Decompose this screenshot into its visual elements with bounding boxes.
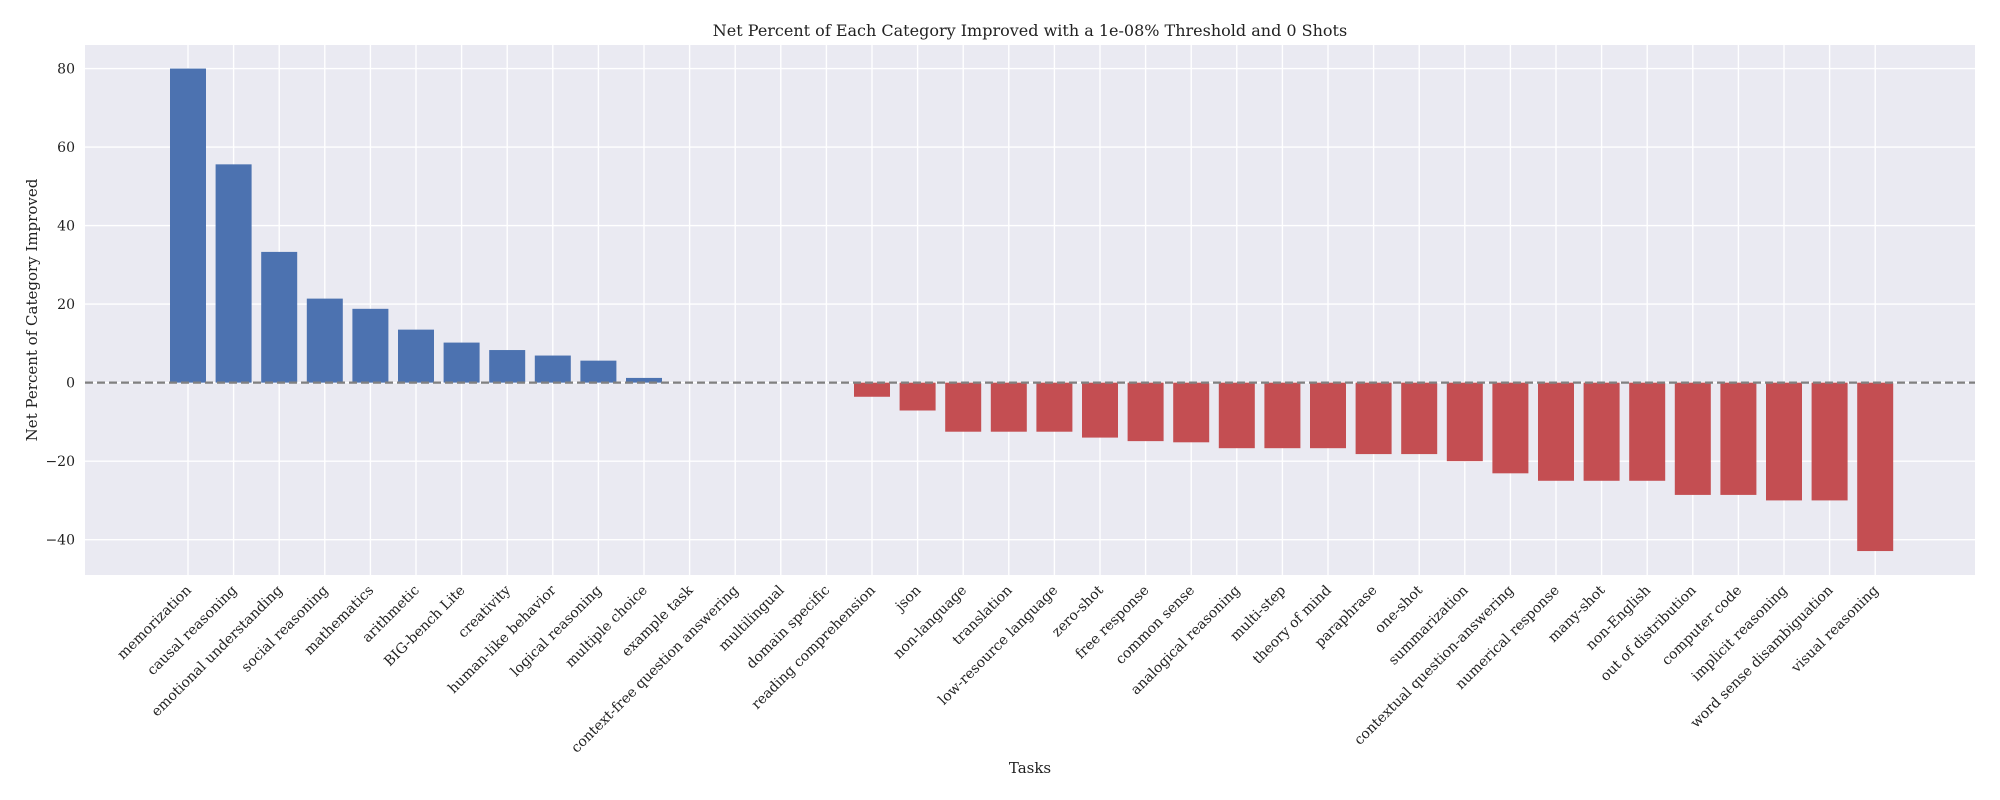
y-tick-label: −20 (45, 454, 75, 470)
bar (1492, 382, 1529, 474)
bar (1857, 382, 1894, 552)
y-tick-label: 80 (57, 62, 75, 78)
x-axis-label: Tasks (1009, 759, 1051, 777)
x-tick-label: visual reasoning (1788, 582, 1882, 676)
bar (1446, 382, 1483, 462)
y-tick-label: 40 (57, 219, 75, 235)
bar (1629, 382, 1666, 481)
y-tick-labels: −40 −20 0 20 40 60 80 (45, 62, 75, 549)
bar (1766, 382, 1802, 501)
bar (899, 382, 936, 411)
bar (1401, 382, 1438, 455)
bars (170, 68, 1894, 552)
x-tick-label: summarization (1386, 583, 1472, 669)
bar (534, 355, 571, 383)
bar (1218, 382, 1255, 449)
bar (1674, 382, 1711, 495)
bar (945, 382, 982, 432)
y-tick-label: 0 (66, 376, 75, 392)
bar (1310, 382, 1346, 449)
bar (261, 251, 298, 383)
bar (1720, 382, 1757, 495)
y-tick-label: 20 (57, 297, 75, 313)
x-tick-label: theory of mind (1250, 582, 1335, 667)
x-tick-label: common sense (1113, 583, 1198, 668)
x-tick-label: BIG-bench Lite (381, 583, 468, 670)
plot-background (85, 45, 1975, 575)
x-tick-label: context-free question answering (568, 582, 742, 756)
bar (1264, 382, 1301, 449)
bar (1355, 382, 1392, 455)
bar (854, 382, 890, 397)
x-tick-label: computer code (1659, 583, 1745, 669)
bar (990, 382, 1027, 432)
bar (170, 68, 206, 383)
bar (1036, 382, 1073, 432)
chart-title: Net Percent of Each Category Improved wi… (713, 21, 1347, 40)
bar (352, 308, 389, 383)
bar (580, 360, 617, 383)
bar (489, 350, 526, 383)
x-tick-label: social reasoning (239, 582, 332, 675)
x-tick-label: json (891, 583, 924, 616)
x-tick-label: multiple choice (562, 583, 650, 671)
bar (1127, 382, 1164, 442)
bar (1583, 382, 1620, 481)
x-tick-label: domain specific (744, 582, 834, 672)
bar (443, 342, 480, 383)
bar (1538, 382, 1574, 481)
bar (626, 377, 662, 383)
bar (1082, 382, 1118, 438)
bar (398, 329, 434, 383)
bar (306, 298, 343, 383)
y-axis-label: Net Percent of Category Improved (23, 178, 41, 441)
y-tick-label: 60 (57, 140, 75, 156)
bar (1811, 382, 1848, 501)
bar (215, 164, 252, 383)
y-tick-label: −40 (45, 533, 75, 549)
bar (1173, 382, 1210, 443)
